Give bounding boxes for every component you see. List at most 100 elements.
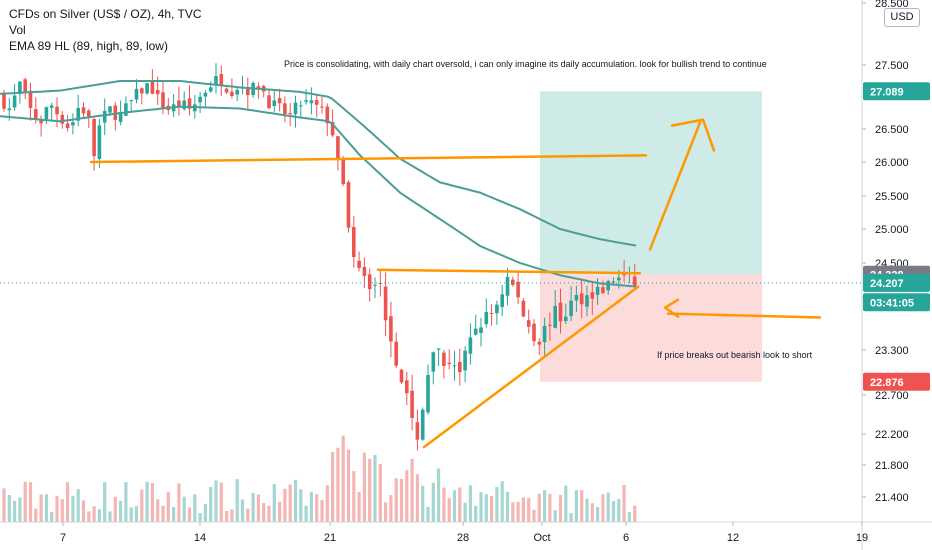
volume-bar <box>235 479 239 522</box>
price-tick-label: 25.500 <box>875 191 909 203</box>
candle-body <box>542 325 547 343</box>
candle-body <box>367 274 372 290</box>
candle-body <box>288 113 292 115</box>
price-tick-label: 21.400 <box>875 492 909 504</box>
candle-body <box>585 295 589 307</box>
candle-body <box>235 89 239 95</box>
currency-button[interactable]: USD <box>884 8 920 27</box>
candle-body <box>134 88 139 100</box>
candle-body <box>293 102 298 115</box>
volume-bar <box>187 507 192 522</box>
volume-bar <box>521 497 525 522</box>
volume-bar <box>203 503 207 522</box>
volume-bar <box>580 490 584 522</box>
bearish-note: If price breaks out bearish look to shor… <box>657 350 813 360</box>
volume-bar <box>177 483 181 522</box>
price-badge-label: 22.876 <box>870 377 904 389</box>
volume-bar <box>384 502 388 522</box>
candle-body <box>208 87 213 92</box>
legend-volume[interactable]: Vol <box>9 23 26 37</box>
price-badge <box>863 273 930 292</box>
candle-body <box>299 105 303 107</box>
candle-body <box>87 110 91 117</box>
volume-bar <box>474 505 478 522</box>
volume-bar <box>240 499 245 522</box>
time-tick-label: 6 <box>623 532 629 544</box>
candle-body <box>399 369 404 383</box>
volume-bar <box>39 494 43 522</box>
candle-body <box>532 323 536 342</box>
volume-bar <box>548 493 552 522</box>
volume-bar <box>421 485 425 522</box>
volume-bar <box>145 481 149 522</box>
candle-body <box>12 95 17 108</box>
volume-bar <box>452 490 457 522</box>
volume-bar <box>28 482 33 522</box>
legend-title[interactable]: CFDs on Silver (US$ / OZ), 4h, TVC <box>9 7 202 21</box>
candle-body <box>129 100 133 102</box>
volume-bar <box>331 451 335 522</box>
candle-body <box>617 277 621 281</box>
volume-bar <box>71 495 75 522</box>
volume-bar <box>537 493 541 522</box>
volume-bar <box>124 482 128 522</box>
candle-body <box>521 300 526 317</box>
volume-bar <box>113 496 117 522</box>
volume-bar <box>18 497 22 522</box>
volume-bar <box>543 490 547 522</box>
volume-bar <box>357 491 361 522</box>
candle-body <box>579 293 584 305</box>
candle-body <box>219 74 224 86</box>
volume-bar <box>346 449 351 522</box>
candle-body <box>60 114 65 124</box>
candle-body <box>574 295 579 301</box>
range-top-line <box>376 268 642 275</box>
rising-trendline <box>422 285 640 449</box>
candle-body <box>246 88 250 96</box>
candle-body <box>410 390 414 419</box>
volume-bar <box>288 484 292 522</box>
candle-body <box>511 279 515 285</box>
candle-body <box>277 98 282 104</box>
volume-bar <box>156 499 160 522</box>
volume-bar <box>601 494 605 522</box>
volume-bar <box>553 510 557 522</box>
volume-bar <box>283 488 287 522</box>
volume-bar <box>150 483 154 522</box>
volume-bar <box>230 509 234 522</box>
volume-bar <box>262 502 266 522</box>
candle-body <box>458 362 462 373</box>
candle-body <box>18 81 22 95</box>
ema-high-line <box>0 80 637 247</box>
candle-body <box>362 266 367 276</box>
volume-bar <box>362 452 366 522</box>
volume-bar <box>219 482 223 522</box>
volume-bar <box>140 489 144 522</box>
volume-bar <box>34 508 38 522</box>
volume-bar <box>272 484 276 522</box>
candle-body <box>548 324 552 326</box>
price-tick-label: 22.200 <box>875 429 909 441</box>
price-tick-label: 22.700 <box>875 390 909 402</box>
volume-bars <box>2 435 637 522</box>
candle-body <box>622 274 626 276</box>
time-axis: 7 14 21 28 Oct 6 12 19 <box>0 521 932 544</box>
candle-body <box>352 227 356 258</box>
volume-bar <box>304 505 308 522</box>
candle-body <box>230 91 234 96</box>
time-tick-label: 19 <box>856 532 868 544</box>
support-line <box>89 154 648 164</box>
candle-body <box>304 100 308 102</box>
price-badge-label: 27.089 <box>870 86 904 98</box>
candle-body <box>309 100 314 104</box>
candle-body <box>108 106 112 113</box>
volume-bar <box>225 511 229 522</box>
volume-bar <box>468 485 472 522</box>
candle-body <box>214 76 218 85</box>
candle-body <box>473 328 478 335</box>
time-tick-label: 7 <box>60 532 66 544</box>
legend-indicator[interactable]: EMA 89 HL (89, high, 89, low) <box>9 39 168 53</box>
bearish-arrow-shaft <box>666 312 822 319</box>
